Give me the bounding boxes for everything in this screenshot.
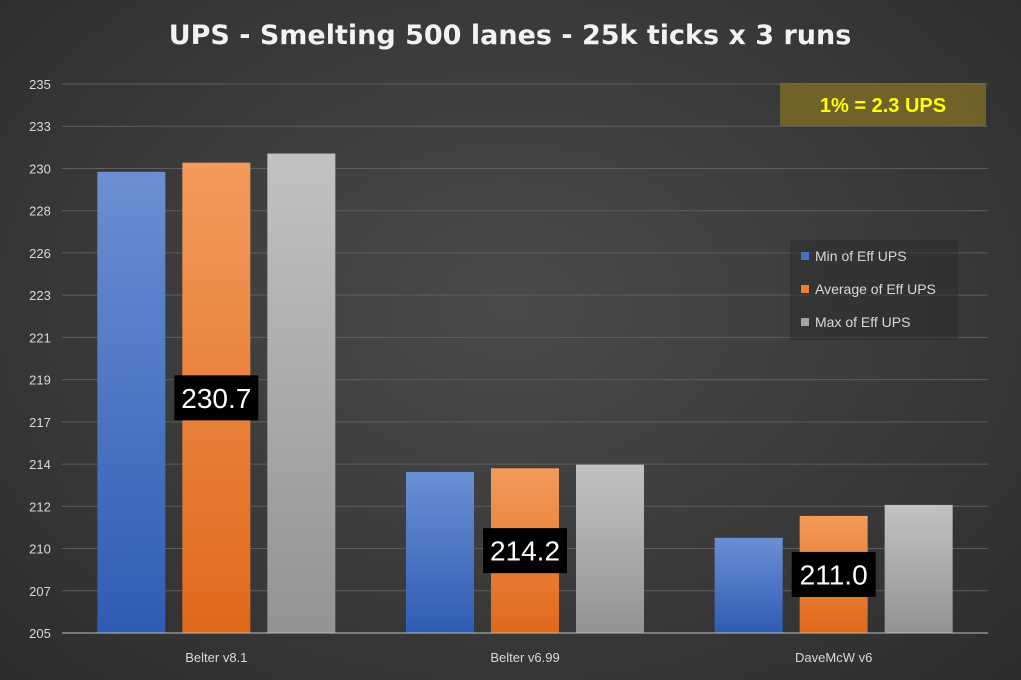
- data-label-box: [483, 528, 567, 574]
- legend-swatch: [801, 252, 809, 260]
- chart-title: UPS - Smelting 500 lanes - 25k ticks x 3…: [169, 20, 852, 51]
- bar-max-of-eff-ups-2: [884, 504, 953, 633]
- data-labels: 230.7 214.2 211.0: [174, 375, 876, 597]
- data-label: 230.7: [181, 383, 251, 414]
- annotation-text: 1% = 2.3 UPS: [820, 95, 946, 117]
- bar-max-of-eff-ups-1: [576, 464, 644, 633]
- data-label: 214.2: [490, 536, 560, 567]
- data-label: 211.0: [800, 559, 868, 590]
- annotation-box: 1% = 2.3 UPS: [780, 83, 986, 126]
- bar-min-of-eff-ups-1: [406, 471, 474, 633]
- y-tick-label: 226: [29, 246, 51, 261]
- y-tick-label: 233: [29, 119, 51, 134]
- y-tick-label: 219: [29, 373, 51, 388]
- y-tick-label: 217: [29, 415, 51, 430]
- y-tick-label: 235: [29, 77, 51, 92]
- y-tick-label: 228: [29, 204, 51, 219]
- bar-min-of-eff-ups-2: [714, 537, 783, 633]
- y-tick-label: 230: [29, 161, 51, 176]
- y-axis-ticks: 235 233 230 228 226 223 221 219 217 214 212 210 207 2…: [29, 77, 51, 641]
- bar-min-of-eff-ups-0: [97, 171, 166, 633]
- data-label-box: [174, 375, 259, 421]
- y-tick-label: 214: [29, 457, 51, 472]
- y-tick-label: 205: [29, 626, 51, 641]
- y-tick-label: 210: [29, 542, 51, 557]
- x-category-label: Belter v6.99: [490, 650, 559, 665]
- legend-label: Max of Eff UPS: [815, 314, 910, 330]
- legend-label: Min of Eff UPS: [815, 248, 907, 264]
- x-category-label: Belter v8.1: [185, 650, 247, 665]
- legend-label: Average of Eff UPS: [815, 281, 936, 297]
- legend-swatch: [801, 285, 809, 293]
- y-tick-label: 207: [29, 584, 51, 599]
- x-axis-categories: Belter v8.1 Belter v6.99 DaveMcW v6: [185, 650, 872, 665]
- y-tick-label: 223: [29, 288, 51, 303]
- y-tick-label: 221: [29, 330, 51, 345]
- y-tick-label: 212: [29, 499, 51, 514]
- x-category-label: DaveMcW v6: [795, 650, 872, 665]
- legend-swatch: [801, 318, 809, 326]
- legend: Min of Eff UPS Average of Eff UPS Max of E…: [790, 240, 958, 340]
- bar-max-of-eff-ups-0: [267, 153, 336, 634]
- data-label-box: [791, 551, 876, 597]
